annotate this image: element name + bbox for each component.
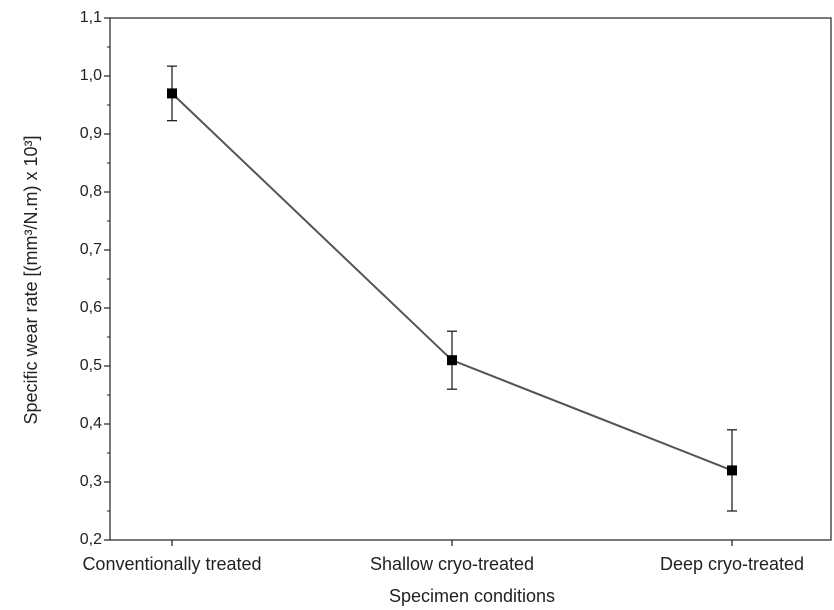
x-tick-label: Conventionally treated xyxy=(82,554,261,574)
line xyxy=(171,92,733,472)
x-tick-label: Shallow cryo-treated xyxy=(370,554,534,574)
x-axis-label: Specimen conditions xyxy=(389,586,555,606)
y-tick-label: 0,6 xyxy=(80,299,102,316)
y-tick-label: 0,2 xyxy=(80,531,102,548)
y-tick-label: 1,1 xyxy=(80,9,102,26)
y-tick-label: 0,5 xyxy=(80,357,102,374)
plot-frame xyxy=(109,17,832,541)
y-tick-label: 1,0 xyxy=(80,67,102,84)
y-tick-label: 0,3 xyxy=(80,473,102,490)
marker xyxy=(447,355,457,366)
y-tick-label: 0,7 xyxy=(80,241,102,258)
y-tick-label: 0,9 xyxy=(80,125,102,142)
y-tick-label: 0,8 xyxy=(80,183,102,200)
x-tick-label: Deep cryo-treated xyxy=(660,554,804,574)
y-axis-label: Specific wear rate [(mm³/N.m) x 10³] xyxy=(21,135,41,424)
marker xyxy=(727,465,737,476)
marker xyxy=(167,88,177,99)
y-tick-label: 0,4 xyxy=(80,415,102,432)
